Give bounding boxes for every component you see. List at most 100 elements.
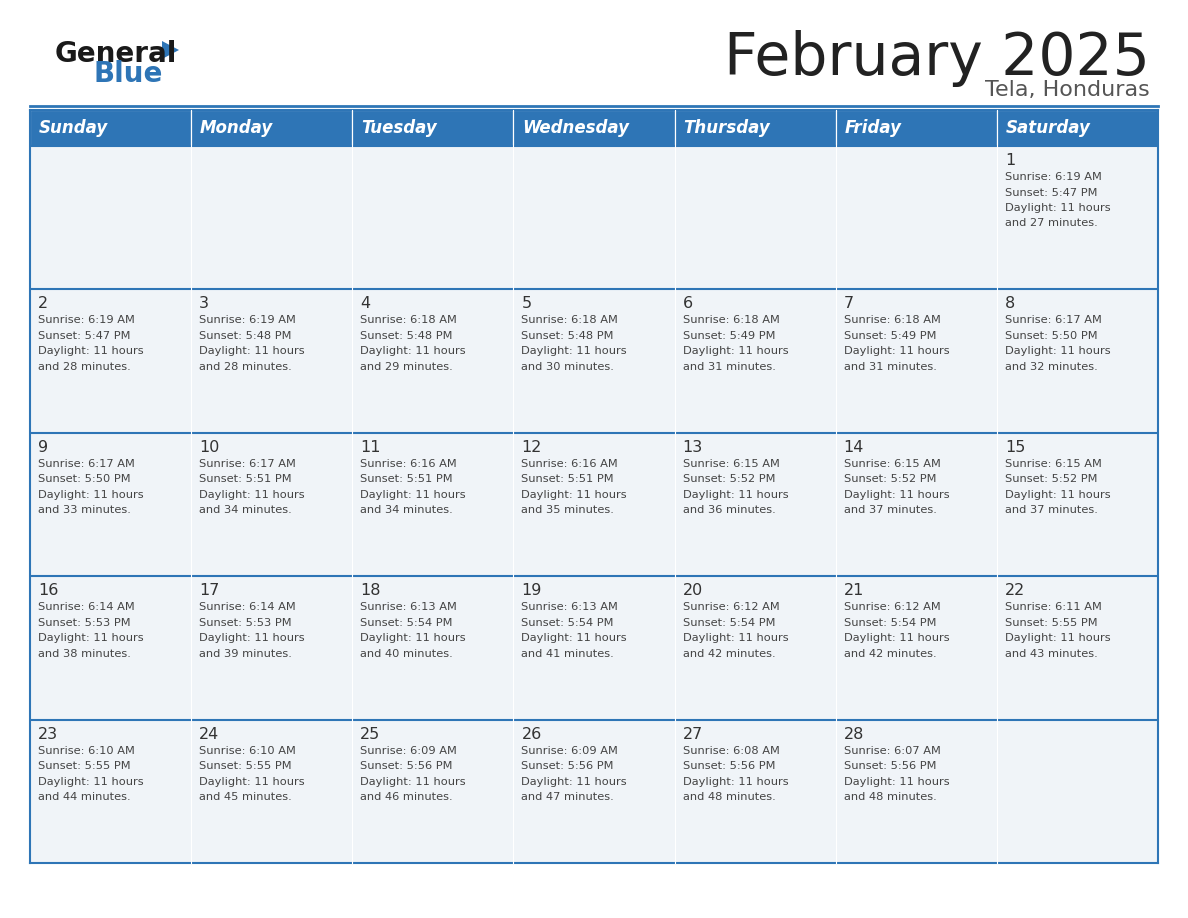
Text: and 34 minutes.: and 34 minutes. — [200, 505, 292, 515]
Bar — [353, 146, 513, 289]
Text: Sunrise: 6:18 AM: Sunrise: 6:18 AM — [522, 316, 618, 325]
Text: General: General — [55, 40, 177, 68]
Bar — [30, 577, 191, 720]
Bar — [513, 720, 675, 863]
Bar — [997, 432, 1158, 577]
Text: Daylight: 11 hours: Daylight: 11 hours — [843, 777, 949, 787]
Text: Daylight: 11 hours: Daylight: 11 hours — [522, 346, 627, 356]
Text: Daylight: 11 hours: Daylight: 11 hours — [683, 633, 788, 644]
Text: 3: 3 — [200, 297, 209, 311]
Bar — [997, 110, 1158, 146]
Text: Daylight: 11 hours: Daylight: 11 hours — [1005, 203, 1111, 213]
Bar — [353, 577, 513, 720]
Text: February 2025: February 2025 — [725, 30, 1150, 87]
Text: 2: 2 — [38, 297, 49, 311]
Bar — [675, 432, 835, 577]
Bar — [835, 289, 997, 432]
Text: 5: 5 — [522, 297, 531, 311]
Bar — [997, 146, 1158, 289]
Text: and 39 minutes.: and 39 minutes. — [200, 649, 292, 659]
Text: 24: 24 — [200, 727, 220, 742]
Text: Sunrise: 6:10 AM: Sunrise: 6:10 AM — [38, 745, 135, 756]
Text: Daylight: 11 hours: Daylight: 11 hours — [843, 346, 949, 356]
Text: Tuesday: Tuesday — [361, 119, 437, 137]
Text: Sunset: 5:54 PM: Sunset: 5:54 PM — [522, 618, 614, 628]
Text: Daylight: 11 hours: Daylight: 11 hours — [38, 777, 144, 787]
Text: Friday: Friday — [845, 119, 902, 137]
Text: Daylight: 11 hours: Daylight: 11 hours — [360, 490, 466, 499]
Text: and 36 minutes.: and 36 minutes. — [683, 505, 776, 515]
Text: Daylight: 11 hours: Daylight: 11 hours — [683, 777, 788, 787]
Text: 19: 19 — [522, 583, 542, 599]
Text: 22: 22 — [1005, 583, 1025, 599]
Text: Sunset: 5:53 PM: Sunset: 5:53 PM — [200, 618, 292, 628]
Text: Sunset: 5:52 PM: Sunset: 5:52 PM — [1005, 475, 1098, 485]
Text: Sunrise: 6:14 AM: Sunrise: 6:14 AM — [38, 602, 134, 612]
Text: and 37 minutes.: and 37 minutes. — [1005, 505, 1098, 515]
Text: Sunset: 5:51 PM: Sunset: 5:51 PM — [522, 475, 614, 485]
Text: and 37 minutes.: and 37 minutes. — [843, 505, 936, 515]
Text: Sunset: 5:55 PM: Sunset: 5:55 PM — [200, 761, 292, 771]
Bar — [353, 720, 513, 863]
Text: Sunrise: 6:15 AM: Sunrise: 6:15 AM — [843, 459, 941, 469]
Text: Sunrise: 6:19 AM: Sunrise: 6:19 AM — [38, 316, 135, 325]
Text: and 47 minutes.: and 47 minutes. — [522, 792, 614, 802]
Text: Sunrise: 6:17 AM: Sunrise: 6:17 AM — [200, 459, 296, 469]
Text: Daylight: 11 hours: Daylight: 11 hours — [683, 490, 788, 499]
Text: Sunrise: 6:16 AM: Sunrise: 6:16 AM — [522, 459, 618, 469]
Text: Sunset: 5:50 PM: Sunset: 5:50 PM — [1005, 330, 1098, 341]
Text: and 27 minutes.: and 27 minutes. — [1005, 218, 1098, 229]
Text: Daylight: 11 hours: Daylight: 11 hours — [522, 490, 627, 499]
Text: 9: 9 — [38, 440, 49, 454]
Text: Sunset: 5:48 PM: Sunset: 5:48 PM — [200, 330, 291, 341]
Text: and 35 minutes.: and 35 minutes. — [522, 505, 614, 515]
Text: and 41 minutes.: and 41 minutes. — [522, 649, 614, 659]
Text: Sunset: 5:54 PM: Sunset: 5:54 PM — [843, 618, 936, 628]
Text: and 29 minutes.: and 29 minutes. — [360, 362, 453, 372]
Text: 13: 13 — [683, 440, 703, 454]
Bar — [675, 720, 835, 863]
Text: Sunrise: 6:10 AM: Sunrise: 6:10 AM — [200, 745, 296, 756]
Text: 14: 14 — [843, 440, 864, 454]
Text: Sunset: 5:55 PM: Sunset: 5:55 PM — [1005, 618, 1098, 628]
Text: and 30 minutes.: and 30 minutes. — [522, 362, 614, 372]
Bar — [513, 289, 675, 432]
Text: and 48 minutes.: and 48 minutes. — [843, 792, 936, 802]
Text: 15: 15 — [1005, 440, 1025, 454]
Polygon shape — [162, 41, 179, 59]
Text: Sunset: 5:51 PM: Sunset: 5:51 PM — [360, 475, 453, 485]
Text: Sunrise: 6:19 AM: Sunrise: 6:19 AM — [1005, 172, 1101, 182]
Text: Daylight: 11 hours: Daylight: 11 hours — [360, 777, 466, 787]
Bar — [513, 110, 675, 146]
Text: Tela, Honduras: Tela, Honduras — [985, 80, 1150, 100]
Text: Sunset: 5:49 PM: Sunset: 5:49 PM — [843, 330, 936, 341]
Text: Sunrise: 6:15 AM: Sunrise: 6:15 AM — [683, 459, 779, 469]
Text: Sunrise: 6:09 AM: Sunrise: 6:09 AM — [360, 745, 457, 756]
Text: Sunrise: 6:15 AM: Sunrise: 6:15 AM — [1005, 459, 1101, 469]
Text: Daylight: 11 hours: Daylight: 11 hours — [522, 777, 627, 787]
Text: 26: 26 — [522, 727, 542, 742]
Text: and 48 minutes.: and 48 minutes. — [683, 792, 776, 802]
Text: and 31 minutes.: and 31 minutes. — [683, 362, 776, 372]
Bar — [675, 289, 835, 432]
Text: Daylight: 11 hours: Daylight: 11 hours — [360, 633, 466, 644]
Text: Sunset: 5:48 PM: Sunset: 5:48 PM — [522, 330, 614, 341]
Text: 8: 8 — [1005, 297, 1015, 311]
Text: and 43 minutes.: and 43 minutes. — [1005, 649, 1098, 659]
Text: and 34 minutes.: and 34 minutes. — [360, 505, 453, 515]
Text: Sunset: 5:53 PM: Sunset: 5:53 PM — [38, 618, 131, 628]
Text: and 28 minutes.: and 28 minutes. — [200, 362, 292, 372]
Text: Sunrise: 6:12 AM: Sunrise: 6:12 AM — [683, 602, 779, 612]
Text: Sunset: 5:56 PM: Sunset: 5:56 PM — [360, 761, 453, 771]
Text: Sunrise: 6:08 AM: Sunrise: 6:08 AM — [683, 745, 779, 756]
Text: Daylight: 11 hours: Daylight: 11 hours — [200, 777, 305, 787]
Text: 11: 11 — [360, 440, 381, 454]
Text: 28: 28 — [843, 727, 864, 742]
Text: Sunrise: 6:14 AM: Sunrise: 6:14 AM — [200, 602, 296, 612]
Text: Sunset: 5:56 PM: Sunset: 5:56 PM — [522, 761, 614, 771]
Text: 4: 4 — [360, 297, 371, 311]
Text: Wednesday: Wednesday — [523, 119, 630, 137]
Text: 7: 7 — [843, 297, 854, 311]
Text: Monday: Monday — [200, 119, 273, 137]
Text: and 28 minutes.: and 28 minutes. — [38, 362, 131, 372]
